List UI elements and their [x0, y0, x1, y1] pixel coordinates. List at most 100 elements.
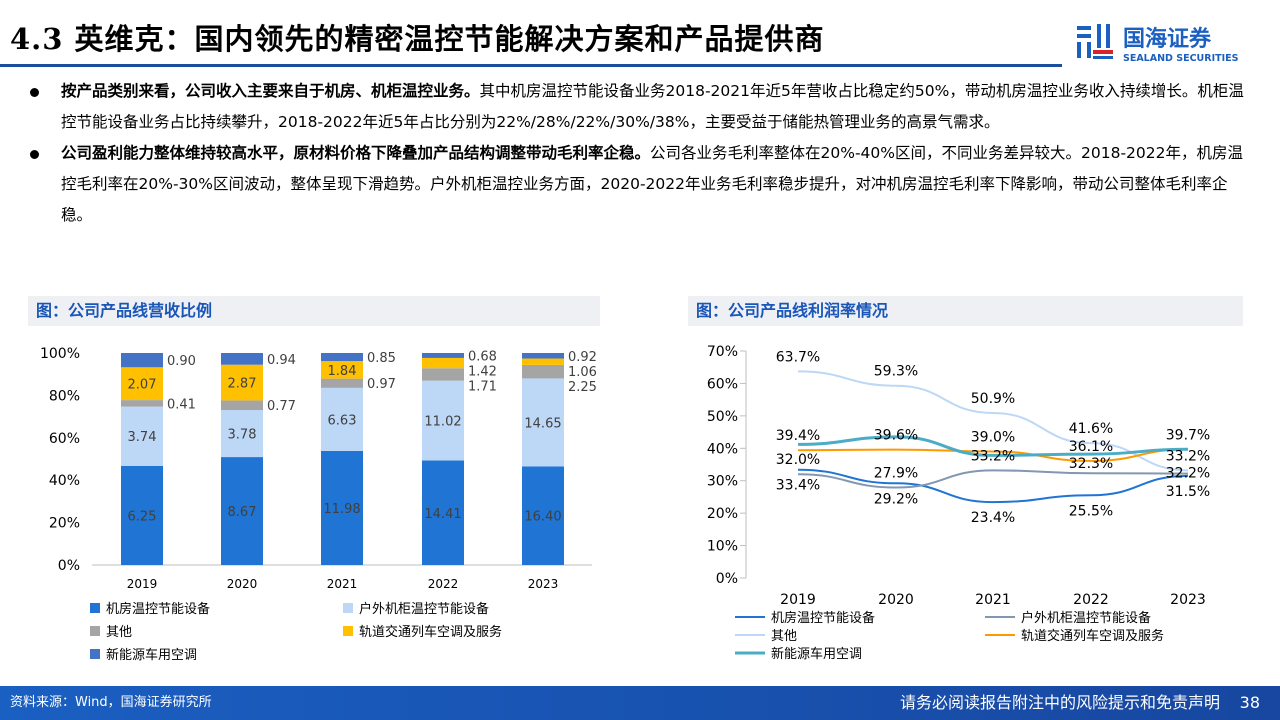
y-tick-label: 20% [49, 516, 80, 532]
data-label: 27.9% [874, 466, 918, 482]
bar-value-label: 3.78 [228, 428, 257, 443]
data-label: 25.5% [1069, 503, 1113, 519]
bar-segment [221, 457, 263, 565]
title-divider [0, 64, 1062, 67]
bar-value-label: 6.25 [128, 509, 157, 524]
y-tick-label: 10% [707, 539, 738, 555]
series-line [797, 448, 1189, 462]
bar-value-label: 1.42 [468, 364, 497, 379]
bar-value-label: 0.90 [167, 354, 196, 369]
data-label: 31.5% [1166, 484, 1210, 500]
legend-label: 其他 [771, 629, 797, 644]
bullet-dot-icon [30, 150, 39, 159]
bar-value-label: 0.94 [267, 353, 296, 368]
bar-segment [121, 465, 163, 565]
bar-segment [522, 353, 564, 359]
bar-segment [522, 358, 564, 365]
x-tick-label: 2022 [1073, 592, 1109, 608]
y-tick-label: 20% [707, 506, 738, 522]
bar-segment [221, 353, 263, 365]
legend-swatch [343, 603, 353, 613]
y-tick-label: 0% [716, 571, 738, 587]
revenue-share-bar-chart: 0% 20% 40% 60% 80% 100% 6.25 3.74 2.07 0.90 0.41 20… [40, 346, 597, 663]
data-label: 39.0% [971, 430, 1015, 446]
disclaimer: 请务必阅读报告附注中的风险提示和免责声明 [899, 693, 1220, 712]
bullet-item: 公司盈利能力整体维持较高水平，原材料价格下降叠加产品结构调整带动毛利率企稳。公司… [30, 138, 1255, 231]
x-tick-label: 2022 [428, 577, 459, 591]
legend-swatch [90, 603, 100, 613]
y-tick-label: 50% [707, 409, 738, 425]
bar-value-label: 8.67 [228, 505, 257, 520]
bar-value-label: 1.06 [568, 365, 597, 380]
data-label: 50.9% [971, 391, 1015, 407]
x-tick-label: 2023 [1170, 592, 1206, 608]
bar-segment [321, 450, 363, 565]
bar-segment [121, 367, 163, 401]
sealand-logo: 国海证券 SEALAND SECURITIES [1077, 24, 1239, 64]
bar-value-label: 0.77 [267, 399, 296, 414]
logo-en-text: SEALAND SECURITIES [1123, 53, 1239, 64]
margin-line-chart: 0% 10% 20% 30% 40% 50% 60% 70% 2019 2020 2021 2022 2… [707, 344, 1210, 662]
bullet-text: 其中机房温控节能设备业务2018-2021年近5年营收占比稳定约50%，带动机房… [61, 82, 1244, 131]
bar-segment [422, 353, 464, 358]
bar-segment [422, 460, 464, 565]
legend-swatch [90, 649, 100, 659]
data-label: 39.7% [1166, 427, 1210, 443]
y-tick-label: 40% [707, 441, 738, 457]
bar-segment [321, 361, 363, 379]
bar-value-label: 14.65 [524, 416, 561, 431]
bar-value-label: 2.07 [128, 378, 157, 393]
bar-value-label: 11.98 [323, 502, 360, 517]
bar-value-label: 0.92 [568, 350, 597, 365]
y-tick-label: 100% [40, 346, 80, 362]
bar-value-label: 1.71 [468, 379, 497, 394]
x-tick-label: 2020 [227, 577, 258, 591]
series-line [797, 469, 1189, 489]
bar-value-label: 0.68 [468, 349, 497, 364]
y-tick-label: 60% [49, 431, 80, 447]
legend-swatch [90, 626, 100, 636]
bar-value-label: 0.41 [167, 397, 196, 412]
y-tick-label: 70% [707, 344, 738, 360]
bar-segment [321, 353, 363, 362]
series-line [797, 435, 1189, 457]
data-label: 23.4% [971, 510, 1015, 526]
bar-segment [522, 364, 564, 379]
bar-segment [422, 368, 464, 381]
bar-segment [422, 357, 464, 369]
y-tick-label: 60% [707, 376, 738, 392]
legend-label: 户外机柜温控节能设备 [359, 601, 489, 617]
bar-value-label: 0.97 [367, 377, 396, 392]
page-title: 4.3 英维克：国内领先的精密温控节能解决方案和产品提供商 [10, 22, 825, 56]
x-tick-label: 2019 [127, 577, 158, 591]
bar-segment [221, 400, 263, 411]
bar-segment [422, 380, 464, 461]
bar-segment [522, 466, 564, 565]
bar-value-label: 16.40 [524, 510, 561, 525]
legend-label: 机房温控节能设备 [771, 610, 875, 626]
y-tick-label: 30% [707, 474, 738, 490]
page-number: 38 [1239, 693, 1260, 712]
bar-segment [121, 400, 163, 407]
data-label: 32.3% [1069, 456, 1113, 472]
data-label: 33.2% [1166, 448, 1210, 464]
bar-segment [522, 378, 564, 467]
series-line [797, 370, 1189, 472]
bar-value-label: 1.84 [328, 364, 357, 379]
x-tick-label: 2021 [327, 577, 358, 591]
bar-segment [221, 410, 263, 458]
footer-bar: 资料来源：Wind，国海证券研究所 请务必阅读报告附注中的风险提示和免责声明 3… [0, 686, 1280, 720]
data-label: 36.1% [1069, 439, 1113, 455]
legend-swatch [343, 626, 353, 636]
legend-label: 轨道交通列车空调及服务 [359, 624, 502, 640]
x-tick-label: 2021 [975, 592, 1011, 608]
legend-label: 机房温控节能设备 [106, 601, 210, 617]
y-tick-label: 80% [49, 388, 80, 404]
bullet-lead: 按产品类别来看，公司收入主要来自于机房、机柜温控业务。 [61, 82, 480, 100]
x-tick-label: 2020 [878, 592, 914, 608]
bullet-item: 按产品类别来看，公司收入主要来自于机房、机柜温控业务。其中机房温控节能设备业务2… [30, 76, 1255, 138]
right-chart-title: 图：公司产品线利润率情况 [688, 296, 1243, 326]
data-label: 32.0% [776, 452, 820, 468]
x-tick-label: 2023 [528, 577, 559, 591]
series-line [797, 468, 1189, 504]
